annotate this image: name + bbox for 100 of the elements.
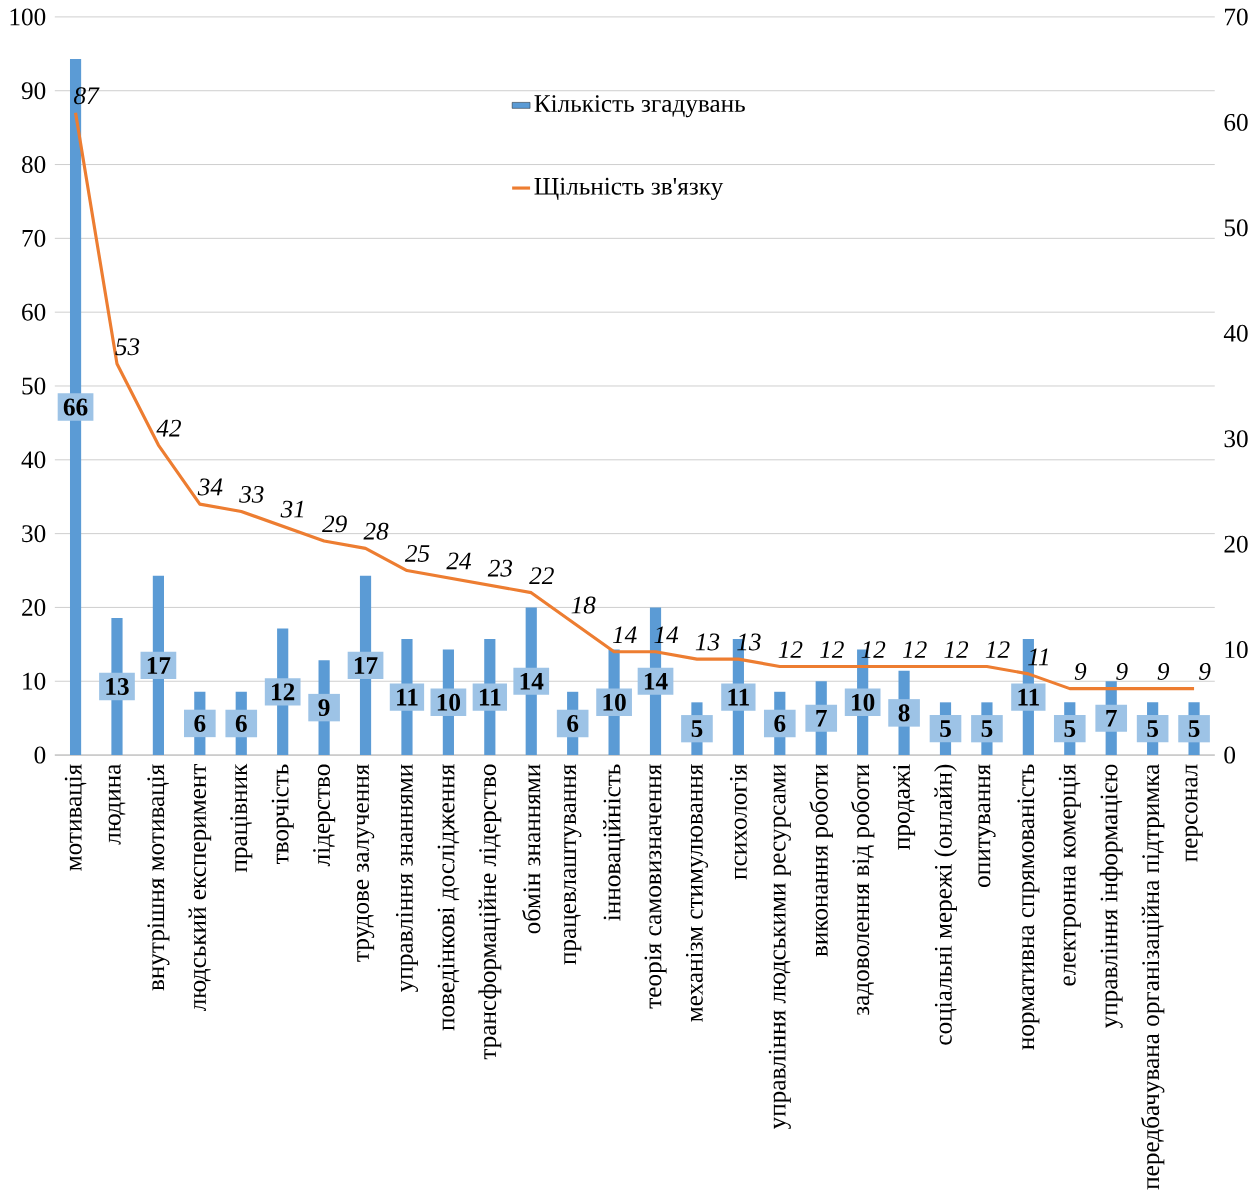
data-label: 17	[147, 656, 171, 674]
data-label: 13	[695, 633, 720, 651]
data-label: 33	[239, 485, 264, 503]
y2-tick-label: 0	[1224, 746, 1236, 764]
data-label: 11	[479, 688, 501, 706]
y-tick-label: 20	[22, 598, 46, 616]
data-label: 6	[194, 714, 206, 732]
data-label: 14	[612, 626, 637, 643]
data-label: 17	[354, 656, 378, 674]
data-label: 7	[816, 709, 827, 727]
y-tick-label: 10	[23, 672, 46, 690]
data-label: 29	[322, 515, 347, 533]
data-label: 12	[820, 641, 844, 658]
data-label: 12	[902, 641, 927, 658]
y2-tick-label: 30	[1224, 430, 1248, 448]
data-label: 12	[778, 641, 803, 658]
x-tick-label: творчість	[271, 764, 294, 864]
data-label: 10	[603, 693, 626, 711]
x-tick-label: теорія самовизначення	[644, 763, 667, 1009]
x-tick-label: виконання роботи	[809, 764, 833, 957]
data-label: 42	[156, 419, 181, 437]
y-tick-label: 40	[21, 451, 46, 469]
data-label: 31	[280, 500, 304, 518]
x-tick-label: обмін знаннями	[522, 764, 541, 934]
data-label: 12	[272, 683, 295, 701]
legend-label: Кількість згадувань	[534, 95, 745, 118]
x-tick-label: управління інформацією	[1099, 764, 1123, 1028]
data-label: 5	[1064, 720, 1076, 737]
y-tick-label: 90	[21, 82, 46, 100]
y2-tick-label: 60	[1224, 113, 1248, 131]
data-label: 8	[898, 704, 910, 722]
data-label: 6	[567, 714, 579, 732]
data-label: 14	[520, 672, 544, 690]
data-label: 10	[437, 693, 461, 711]
data-label: 28	[363, 522, 389, 540]
data-label: 9	[1116, 662, 1128, 680]
y-tick-label: 80	[21, 155, 46, 173]
x-tick-label: соціальні мережі (онлайн)	[934, 764, 957, 1045]
x-tick-label: працевлаштування	[564, 764, 582, 965]
y2-tick-label: 20	[1224, 535, 1248, 553]
x-tick-label: мотивація	[64, 764, 87, 871]
x-tick-label: поведінкові дослідження	[437, 764, 460, 1031]
x-tick-label: психологія	[729, 764, 747, 880]
x-tick-label: опитування	[978, 764, 996, 887]
data-label: 66	[63, 398, 88, 416]
data-label: 11	[1018, 688, 1039, 706]
data-label: 23	[487, 559, 513, 577]
x-tick-label: управління людськими ресурсами	[768, 764, 791, 1129]
x-tick-label: задоволення від роботи	[850, 764, 875, 1015]
data-label: 5	[981, 720, 993, 737]
data-label: 5	[691, 720, 703, 737]
data-label: 5	[1147, 720, 1159, 737]
x-tick-label: людський експеримент	[188, 763, 212, 1011]
x-tick-label: інноваційність	[603, 764, 626, 921]
x-tick-label: трансформаційне лідерство	[478, 764, 502, 1060]
x-tick-label: управління знаннями	[395, 764, 419, 992]
data-label: 11	[728, 688, 749, 706]
data-label: 10	[852, 693, 875, 711]
data-label: 6	[235, 714, 247, 732]
data-label: 6	[774, 714, 786, 732]
data-label: 11	[397, 688, 418, 706]
x-tick-label: передбачувана організаційна підтримка	[1140, 763, 1165, 1190]
data-label: 13	[106, 677, 129, 695]
data-label: 9	[1074, 662, 1087, 680]
x-tick-label: трудове залучення	[356, 764, 375, 962]
data-label: 14	[644, 672, 668, 690]
data-label: 12	[861, 641, 886, 658]
data-label: 53	[115, 338, 140, 356]
data-label: 9	[1199, 662, 1211, 680]
y-tick-label: 0	[34, 746, 46, 764]
data-label: 34	[197, 478, 223, 496]
y2-tick-label: 70	[1225, 8, 1248, 26]
x-tick-label: внутрішня мотивація	[147, 764, 170, 991]
data-label: 12	[985, 641, 1010, 658]
y2-tick-label: 10	[1225, 640, 1248, 658]
x-tick-label: продажі	[893, 764, 916, 850]
data-label: 22	[529, 567, 554, 584]
y-tick-label: 70	[22, 229, 46, 247]
x-tick-label: персонал	[1185, 764, 1203, 862]
legend-label: Щільність зв'язку	[534, 177, 724, 200]
data-label: 9	[1157, 662, 1170, 680]
y-tick-label: 50	[22, 377, 46, 395]
data-label: 13	[737, 633, 761, 651]
data-label: 7	[1106, 709, 1117, 727]
y2-tick-label: 40	[1223, 324, 1248, 342]
data-label: 18	[571, 596, 596, 614]
data-label: 9	[318, 699, 330, 716]
x-tick-label: механізм стимулювання	[685, 763, 709, 1022]
data-label: 24	[446, 552, 471, 570]
y-tick-label: 100	[10, 8, 46, 26]
x-tick-label: електронна комерція	[1058, 763, 1081, 986]
y-tick-label: 30	[22, 524, 46, 542]
x-tick-label: працівник	[230, 763, 253, 873]
data-label: 12	[944, 641, 969, 658]
data-label: 5	[1188, 720, 1200, 737]
data-label: 25	[404, 544, 430, 562]
x-tick-label: людина	[108, 763, 126, 845]
x-tick-label: лідерство	[313, 764, 336, 867]
y2-tick-label: 50	[1224, 219, 1248, 237]
data-label: 5	[940, 720, 951, 737]
